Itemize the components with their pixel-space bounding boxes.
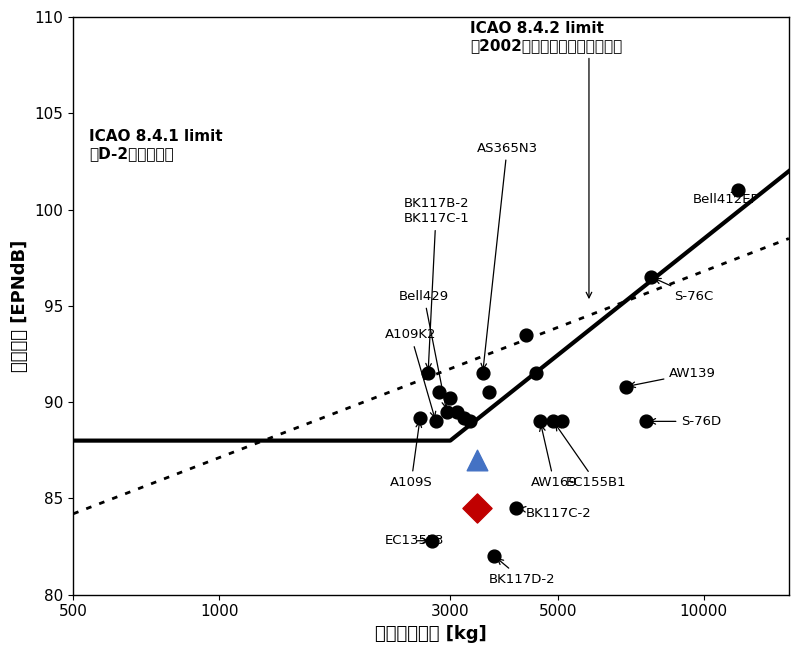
Text: EC135P3: EC135P3 <box>385 534 445 547</box>
Point <box>450 407 463 417</box>
Point <box>645 272 658 283</box>
Text: ICAO 8.4.1 limit
（D-2適用基準）: ICAO 8.4.1 limit （D-2適用基準） <box>90 129 223 161</box>
Point <box>482 387 495 398</box>
Point <box>639 416 652 426</box>
Text: EC155B1: EC155B1 <box>556 425 626 489</box>
Y-axis label: 機外騒音 [EPNdB]: 機外騒音 [EPNdB] <box>11 240 29 372</box>
Text: AW169: AW169 <box>531 426 578 489</box>
Point <box>510 503 522 513</box>
Point <box>426 536 438 546</box>
Point <box>619 381 632 392</box>
Text: BK117C-2: BK117C-2 <box>520 507 592 521</box>
Text: S-76D: S-76D <box>650 415 722 428</box>
Text: AS365N3: AS365N3 <box>477 141 538 369</box>
Point <box>470 455 483 465</box>
Point <box>422 368 434 379</box>
Text: BK117D-2: BK117D-2 <box>489 559 555 586</box>
Point <box>433 387 446 398</box>
Point <box>440 407 453 417</box>
X-axis label: 最大全備重量 [kg]: 最大全備重量 [kg] <box>375 625 487 643</box>
Text: Bell429: Bell429 <box>399 290 449 407</box>
Point <box>732 185 745 196</box>
Point <box>520 330 533 340</box>
Point <box>458 412 470 422</box>
Text: Bell412EP: Bell412EP <box>693 191 759 207</box>
Text: ICAO 8.4.2 limit
（2002年以降新型式用の基準）: ICAO 8.4.2 limit （2002年以降新型式用の基準） <box>470 21 622 54</box>
Text: S-76C: S-76C <box>655 279 714 303</box>
Text: AW139: AW139 <box>630 367 716 388</box>
Point <box>464 416 477 426</box>
Point <box>529 368 542 379</box>
Point <box>470 503 483 513</box>
Point <box>555 416 568 426</box>
Point <box>444 393 457 404</box>
Point <box>430 416 442 426</box>
Point <box>534 416 546 426</box>
Point <box>414 412 426 422</box>
Text: A109K2: A109K2 <box>385 328 437 417</box>
Text: BK117B-2
BK117C-1: BK117B-2 BK117C-1 <box>403 197 469 369</box>
Text: A109S: A109S <box>390 422 433 489</box>
Point <box>476 368 489 379</box>
Point <box>488 551 501 561</box>
Point <box>547 416 560 426</box>
